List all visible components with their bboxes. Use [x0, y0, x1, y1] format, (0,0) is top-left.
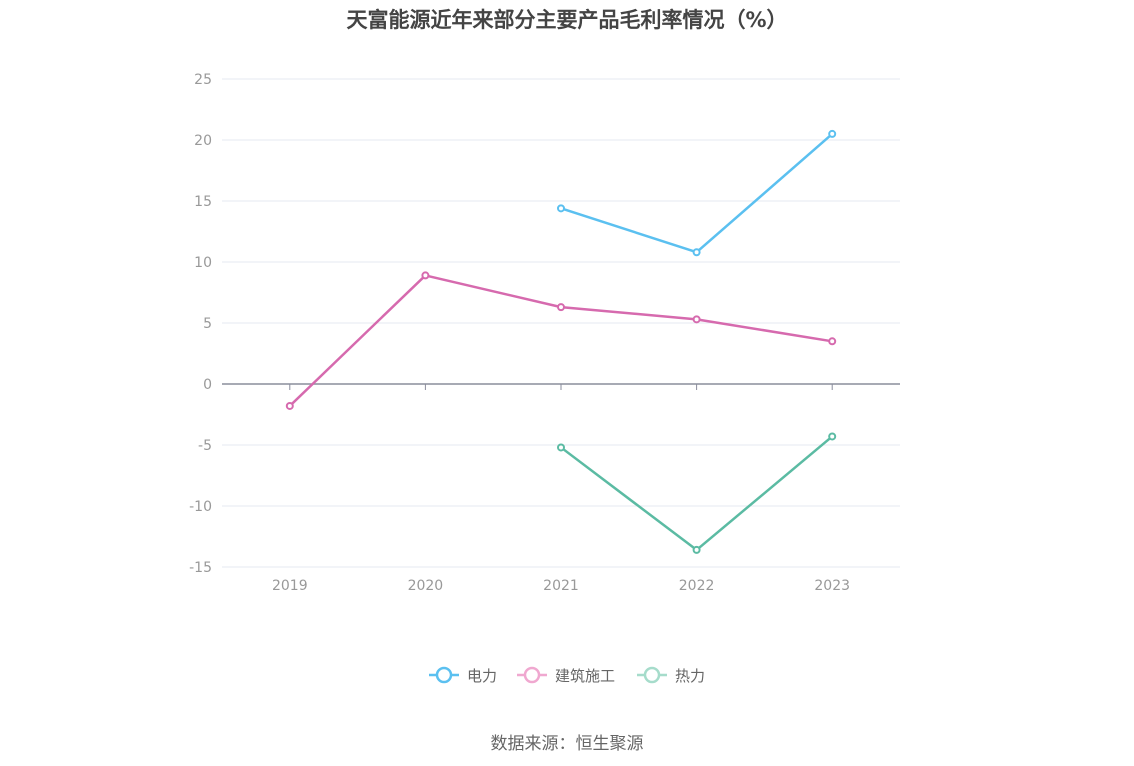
- legend-swatch-marker: [643, 666, 661, 684]
- legend-swatch-marker: [523, 666, 541, 684]
- y-tick-label: -5: [198, 438, 212, 454]
- series-lines: [285, 129, 837, 554]
- y-tick-label: 5: [203, 316, 212, 332]
- series-1: [285, 271, 837, 410]
- series-0: [557, 129, 837, 257]
- data-point: [421, 271, 430, 280]
- legend-label: 建筑施工: [555, 667, 615, 685]
- data-point: [557, 303, 565, 312]
- x-tick-label: 2019: [272, 578, 308, 594]
- legend-item: 电力: [429, 666, 497, 685]
- x-tick-label: 2022: [679, 578, 715, 594]
- chart-title: 天富能源近年来部分主要产品毛利率情况（%）: [346, 8, 788, 32]
- data-point: [692, 545, 701, 554]
- y-tick-label: -15: [189, 560, 212, 576]
- data-point: [828, 432, 837, 441]
- x-tick-label: 2021: [543, 578, 579, 594]
- x-axis-ticks: 2019 2020 2021 2022 2023: [272, 578, 850, 594]
- y-tick-label: 0: [203, 377, 212, 393]
- data-point: [557, 443, 565, 452]
- legend-item: 建筑施工: [517, 666, 615, 685]
- legend-label: 热力: [675, 667, 705, 685]
- y-axis-ticks: 25 20 15 10 5 0 -5 -10 -15: [189, 72, 212, 576]
- x-tick-label: 2020: [408, 578, 444, 594]
- data-point: [828, 337, 837, 346]
- legend-item: 热力: [637, 666, 705, 685]
- x-tick-label: 2023: [814, 578, 850, 594]
- y-tick-label: 25: [194, 72, 212, 88]
- data-point: [692, 248, 701, 257]
- series-2: [557, 432, 837, 554]
- x-axis: [222, 383, 900, 390]
- source-note: 数据来源：恒生聚源: [490, 734, 644, 754]
- y-tick-label: 10: [194, 255, 212, 271]
- data-point: [285, 401, 294, 410]
- legend: 电力 建筑施工 热力: [429, 666, 705, 685]
- y-tick-label: 20: [194, 133, 212, 149]
- legend-label: 电力: [467, 667, 497, 685]
- grid-lines: [222, 78, 900, 568]
- series-line: [560, 435, 834, 552]
- data-point: [557, 204, 565, 213]
- data-point: [692, 315, 701, 324]
- legend-swatch-marker: [435, 666, 453, 684]
- data-point: [828, 129, 837, 138]
- y-tick-label: 15: [194, 194, 212, 210]
- series-line: [560, 132, 834, 254]
- y-tick-label: -10: [189, 499, 212, 515]
